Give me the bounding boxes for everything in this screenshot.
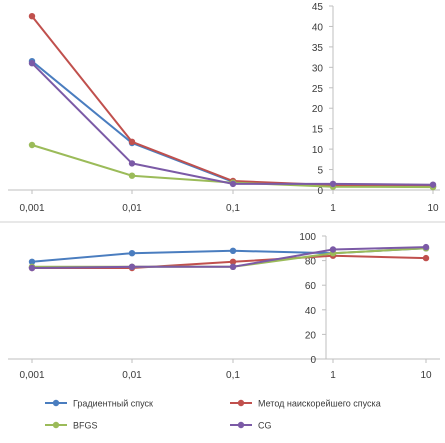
- y-tick-label: 80: [305, 257, 317, 268]
- legend-swatch-marker: [52, 399, 60, 407]
- x-tick-label: 10: [427, 203, 439, 214]
- y-tick-label: 35: [312, 43, 324, 54]
- data-point: [329, 180, 337, 188]
- data-point: [422, 254, 430, 262]
- y-tick-label: 10: [312, 145, 324, 156]
- y-tick-label: 25: [312, 84, 324, 95]
- y-tick-label: 40: [305, 306, 317, 317]
- series-line-2: [31, 15, 434, 187]
- data-point: [229, 180, 237, 188]
- data-point: [229, 258, 237, 265]
- legend-swatch-marker: [52, 421, 60, 429]
- legend-label: CG: [258, 421, 272, 431]
- y-tick-label: 60: [305, 281, 317, 292]
- x-tick-label: 0,1: [226, 203, 240, 214]
- y-tick-label: 40: [312, 22, 324, 33]
- legend-label: BFGS: [73, 421, 98, 431]
- y-tick-label: 30: [312, 63, 324, 74]
- legend-label: Градиентный спуск: [73, 399, 153, 409]
- data-point: [128, 138, 136, 145]
- data-point: [429, 181, 437, 188]
- x-tick-label: 0,001: [19, 203, 44, 214]
- data-point: [329, 246, 337, 253]
- y-tick-label: 15: [312, 125, 324, 136]
- data-point: [229, 263, 237, 270]
- x-tick-label: 0,1: [226, 370, 240, 381]
- x-tick-label: 0,01: [122, 203, 142, 214]
- data-point: [28, 264, 36, 272]
- y-tick-label: 0: [310, 355, 316, 366]
- x-tick-label: 10: [420, 370, 432, 381]
- data-point: [422, 243, 430, 251]
- y-tick-label: 0: [317, 186, 323, 197]
- data-point: [128, 172, 136, 179]
- x-tick-label: 0,01: [122, 370, 142, 381]
- data-point: [28, 13, 36, 20]
- y-tick-label: 100: [299, 232, 316, 243]
- legend-swatch-marker: [237, 421, 245, 429]
- y-tick-label: 45: [312, 2, 324, 13]
- legend-swatch-marker: [237, 399, 245, 407]
- y-tick-label: 5: [317, 166, 323, 177]
- data-point: [28, 141, 36, 149]
- chart-bottom: 0 20 40 60 80 100 0,001 0,01 0,1 1 10: [8, 232, 440, 381]
- data-point: [128, 250, 136, 257]
- data-point: [229, 247, 237, 254]
- data-point: [28, 258, 36, 265]
- x-tick-label: 0,001: [19, 370, 44, 381]
- data-point: [128, 160, 136, 167]
- x-tick-label: 1: [330, 370, 336, 381]
- y-tick-label: 20: [305, 330, 317, 341]
- data-point: [28, 60, 36, 67]
- data-point: [128, 263, 136, 270]
- series-line-4: [31, 62, 434, 186]
- series-line-1: [31, 247, 427, 263]
- legend-label: Метод наискорейшего спуска: [258, 399, 381, 409]
- chart-legend: Градиентный спуск Метод наискорейшего спу…: [45, 399, 381, 431]
- chart-top: 0 5 10 15 20 25 30 35 40 45 0,001 0,01 0,1 1 10: [8, 2, 440, 214]
- x-tick-label: 1: [330, 203, 336, 214]
- y-tick-label: 20: [312, 104, 324, 115]
